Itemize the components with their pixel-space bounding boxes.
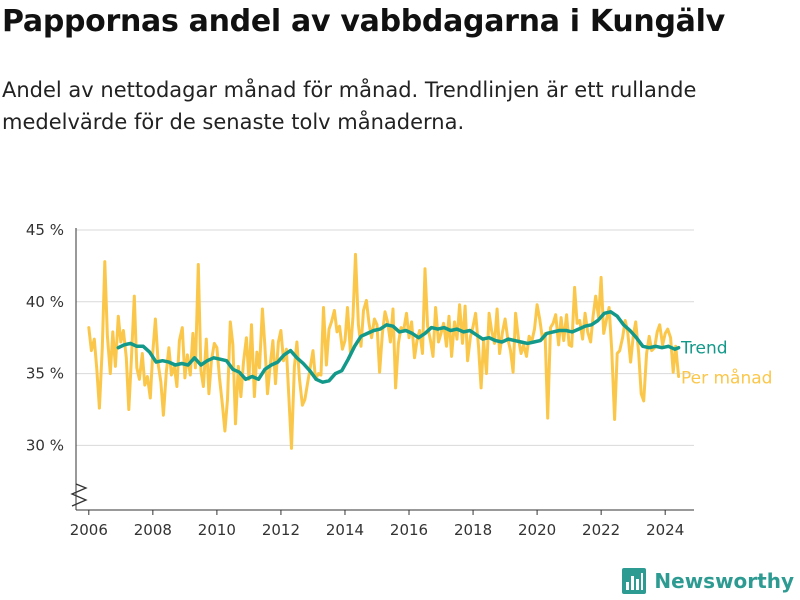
x-tick-label: 2016 — [390, 521, 428, 539]
x-tick-label: 2014 — [326, 521, 364, 539]
y-axis-break-icon — [70, 483, 88, 507]
x-tick-label: 2022 — [582, 521, 620, 539]
legend-label-monthly: Per månad — [681, 367, 772, 388]
y-tick-label: 35 % — [26, 365, 64, 383]
series — [87, 252, 681, 450]
chart-title: Pappornas andel av vabbdagarna i Kungälv — [2, 4, 725, 39]
x-tick-label: 2018 — [454, 521, 492, 539]
y-tick-label: 40 % — [26, 293, 64, 311]
x-tick-label: 2024 — [646, 521, 684, 539]
x-tick-label: 2008 — [134, 521, 172, 539]
y-tick-label: 45 % — [26, 221, 64, 239]
legend-label-trend: Trend — [680, 339, 728, 359]
trend-series-line — [116, 310, 681, 384]
axes — [70, 228, 694, 511]
x-tick-label: 2012 — [262, 521, 300, 539]
monthly-series-line — [87, 252, 681, 450]
brand-name: Newsworthy — [654, 569, 794, 593]
x-tick-label: 2020 — [518, 521, 556, 539]
x-tick-label: 2010 — [198, 521, 236, 539]
newsworthy-logo: Newsworthy — [622, 567, 794, 595]
y-tick-label: 30 % — [26, 436, 64, 454]
x-tick-label: 2006 — [70, 521, 108, 539]
bar-chart-logo-icon — [622, 568, 647, 594]
grid-lines — [76, 229, 694, 446]
chart-subtitle: Andel av nettodagar månad för månad. Tre… — [2, 78, 697, 134]
tick-labels: 30 % 35 % 40 % 45 % 2006 2008 2010 2012 2014 2016… — [26, 221, 684, 539]
legend: Trend Per månad — [680, 339, 772, 389]
